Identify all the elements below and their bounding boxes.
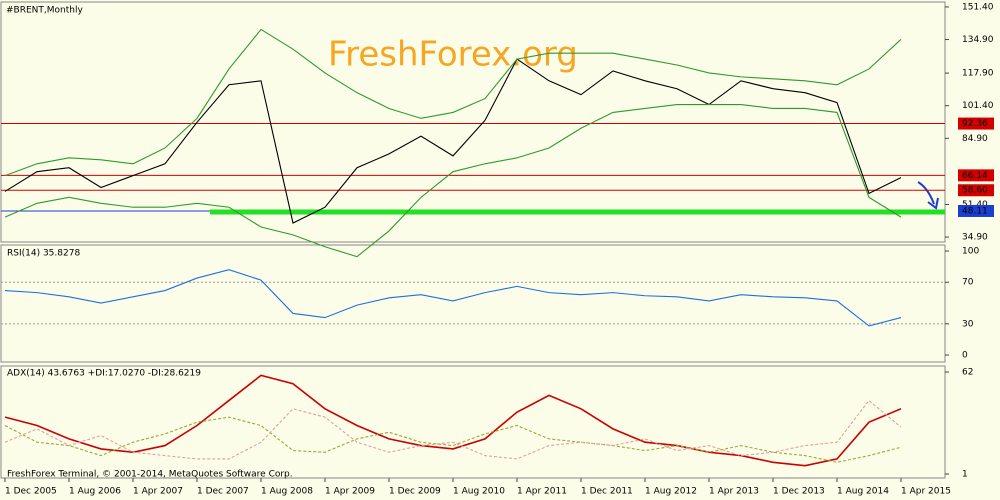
x-tick-label: 1 Dec 2005 (5, 487, 57, 497)
footer: FreshForex Terminal, © 2001-2014, MetaQu… (7, 470, 293, 480)
y-tick-label: 62 (962, 368, 973, 378)
price-level-label: 92.36 (962, 119, 988, 129)
price-level-box (958, 117, 994, 130)
y-tick-label: 34.90 (962, 233, 988, 243)
y-tick-label: 30 (962, 319, 974, 329)
x-tick-label: 1 Aug 2012 (645, 487, 697, 497)
x-tick-label: 1 Apr 2007 (133, 487, 183, 497)
x-tick-label: 1 Apr 2009 (325, 487, 375, 497)
x-tick-label: 1 Dec 2007 (197, 487, 249, 497)
series-line (4, 269, 902, 327)
x-tick-label: 1 Apr 2013 (709, 487, 759, 497)
y-tick-label: 100 (962, 247, 979, 257)
series-line (4, 416, 902, 463)
y-tick-label: 1 (962, 469, 968, 479)
x-tick-label: 1 Aug 2010 (453, 487, 505, 497)
arrow-head (927, 197, 939, 210)
y-tick-label: 134.90 (962, 35, 994, 45)
y-tick-label: 151.40 (962, 2, 994, 12)
y-tick-label: 117.90 (962, 69, 994, 79)
series-line (4, 374, 902, 467)
x-tick-label: 1 Dec 2013 (773, 487, 825, 497)
x-tick-label: 1 Aug 2014 (837, 487, 889, 497)
x-tick-label: 1 Apr 2015 (901, 487, 951, 497)
series-line (4, 399, 902, 460)
price-level-box (958, 184, 994, 197)
series-line (4, 103, 902, 258)
watermark: FreshForex.org (328, 35, 578, 75)
y-tick-label: 84.90 (962, 134, 988, 144)
price-level-box (958, 204, 994, 217)
price-level-label: 48.11 (962, 206, 988, 216)
x-tick-label: 1 Dec 2011 (581, 487, 633, 497)
series-line (4, 58, 902, 224)
adx-panel (0, 365, 946, 479)
series-line (4, 28, 902, 177)
chart-title: #BRENT,Monthly (6, 6, 83, 16)
x-tick-label: 1 Aug 2006 (69, 487, 121, 497)
x-tick-label: 1 Aug 2008 (261, 487, 313, 497)
y-tick-label: 0 (962, 351, 968, 361)
price-level-label: 58.60 (962, 186, 988, 196)
price-level-box (958, 169, 994, 182)
rsi-panel (0, 244, 946, 363)
rsi-title: RSI(14) 35.8278 (7, 249, 80, 259)
y-tick-label: 70 (962, 278, 974, 288)
main-panel (0, 1, 946, 243)
x-tick-label: 1 Dec 2009 (389, 487, 441, 497)
adx-title: ADX(14) 43.6763 +DI:17.0270 -DI:28.6219 (7, 369, 201, 379)
x-tick-label: 1 Apr 2011 (517, 487, 567, 497)
price-level-label: 66.14 (962, 171, 988, 181)
y-tick-label: 101.40 (962, 101, 994, 111)
